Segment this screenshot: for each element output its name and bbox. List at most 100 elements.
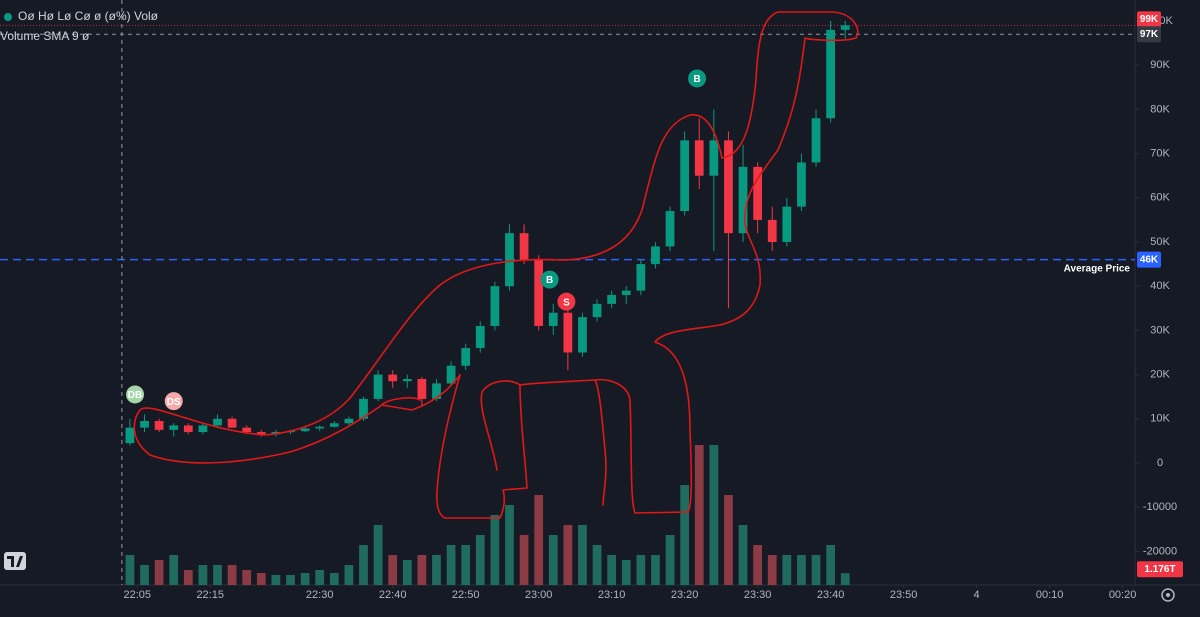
volume-bar xyxy=(198,565,208,585)
volume-bar xyxy=(534,495,544,585)
candle-body xyxy=(505,233,514,287)
volume-bar xyxy=(651,555,660,585)
volume-bar xyxy=(475,535,485,585)
volume-bar xyxy=(271,575,281,585)
candle-body xyxy=(373,374,383,399)
x-tick-label: 22:40 xyxy=(379,589,407,601)
volume-bar xyxy=(665,535,675,585)
y-tick-label: 0 xyxy=(1157,457,1163,469)
signal-marker-label: B xyxy=(546,275,553,286)
volume-last-label-bg xyxy=(1137,561,1183,578)
volume-bar xyxy=(402,560,412,585)
signal-marker-label: DS xyxy=(167,397,181,408)
signal-marker-label: DB xyxy=(128,390,142,401)
volume-bar xyxy=(432,555,441,585)
volume-bar xyxy=(169,555,179,585)
candle-body xyxy=(359,398,368,419)
candle-body xyxy=(578,317,587,353)
volume-bar xyxy=(446,545,456,585)
y-tick-label: 60K xyxy=(1150,192,1170,204)
x-tick-label: 23:50 xyxy=(890,589,918,601)
x-tick-label: 23:40 xyxy=(817,589,845,601)
ohlc-legend: Oø Hø Lø Cø ø (ø%) Volø xyxy=(18,9,159,23)
candle-body xyxy=(490,286,500,326)
x-tick-label: 23:20 xyxy=(671,589,699,601)
volume-bar xyxy=(373,525,383,585)
dinosaur-drawing xyxy=(133,11,859,519)
volume-bar xyxy=(329,573,339,585)
volume-bar xyxy=(140,565,149,585)
volume-bar xyxy=(183,570,193,585)
candle-body xyxy=(183,425,193,433)
symbol-dot xyxy=(4,13,12,21)
volume-bar xyxy=(490,515,500,585)
candle-body xyxy=(402,379,412,382)
y-tick-label: 80K xyxy=(1150,103,1170,115)
last-price-label-bg xyxy=(1137,11,1161,28)
candle-body xyxy=(651,246,660,265)
volume-bar xyxy=(388,555,398,585)
volume-bar xyxy=(154,560,164,585)
candle-body xyxy=(592,303,602,318)
signal-marker-label: B xyxy=(693,74,700,85)
y-tick-label: 50K xyxy=(1150,236,1170,248)
candle-body xyxy=(140,421,149,428)
average-price-axis-label: 46K xyxy=(1140,254,1159,265)
volume-bar xyxy=(767,555,777,585)
volume-bar xyxy=(840,573,850,585)
signal-marker xyxy=(688,69,707,88)
volume-bar xyxy=(709,445,719,585)
candle-body xyxy=(680,140,690,212)
candle-body xyxy=(548,312,558,326)
x-tick-label: 22:15 xyxy=(196,589,224,601)
drawing-front-leg xyxy=(435,374,528,519)
candle-body xyxy=(344,418,354,424)
settings-gear[interactable] xyxy=(1161,588,1175,602)
logo-bg xyxy=(4,552,26,570)
x-tick-label: 23:30 xyxy=(744,589,772,601)
volume-bar xyxy=(694,445,704,585)
volume-bar xyxy=(359,545,368,585)
crosshair-price-label-bg xyxy=(1137,26,1161,43)
y-tick-label: 20K xyxy=(1150,369,1170,381)
volume-bar xyxy=(578,525,587,585)
candle-body xyxy=(198,425,208,433)
settings-icon[interactable] xyxy=(1161,588,1175,602)
candle-body xyxy=(753,166,763,220)
settings-gear-center xyxy=(1166,593,1170,597)
candle-body xyxy=(621,290,631,296)
signal-marker xyxy=(164,392,183,411)
candle-body xyxy=(534,259,544,326)
candle-body xyxy=(417,379,427,399)
y-tick-label: 70K xyxy=(1150,148,1170,160)
candle-body xyxy=(694,140,704,176)
y-tick-label: 40K xyxy=(1150,280,1170,292)
x-tick-label: 00:20 xyxy=(1109,589,1137,601)
volume-bar xyxy=(461,545,471,585)
candle-body xyxy=(315,426,325,429)
volume-bar xyxy=(753,545,763,585)
drawing-back-leg xyxy=(594,379,607,506)
volume-bar xyxy=(505,505,514,585)
candle-body xyxy=(519,233,529,260)
volume-bar xyxy=(417,555,427,585)
volume-bar xyxy=(738,525,748,585)
volume-bar xyxy=(300,573,310,585)
candle-body xyxy=(213,418,222,426)
volume-bar xyxy=(636,555,646,585)
volume-bar xyxy=(548,535,558,585)
y-tick-label: 10K xyxy=(1150,413,1170,425)
candle-body xyxy=(227,418,237,428)
volume-bar xyxy=(782,555,792,585)
volume-bar xyxy=(826,545,836,585)
candle-body xyxy=(125,427,135,444)
candle-body xyxy=(840,25,850,30)
volume-bar xyxy=(592,545,602,585)
volume-bar xyxy=(621,560,631,585)
signal-marker xyxy=(126,385,145,404)
y-tick-label: -10000 xyxy=(1143,501,1177,513)
x-tick-label: 00:10 xyxy=(1036,589,1064,601)
volume-bar xyxy=(563,525,573,585)
